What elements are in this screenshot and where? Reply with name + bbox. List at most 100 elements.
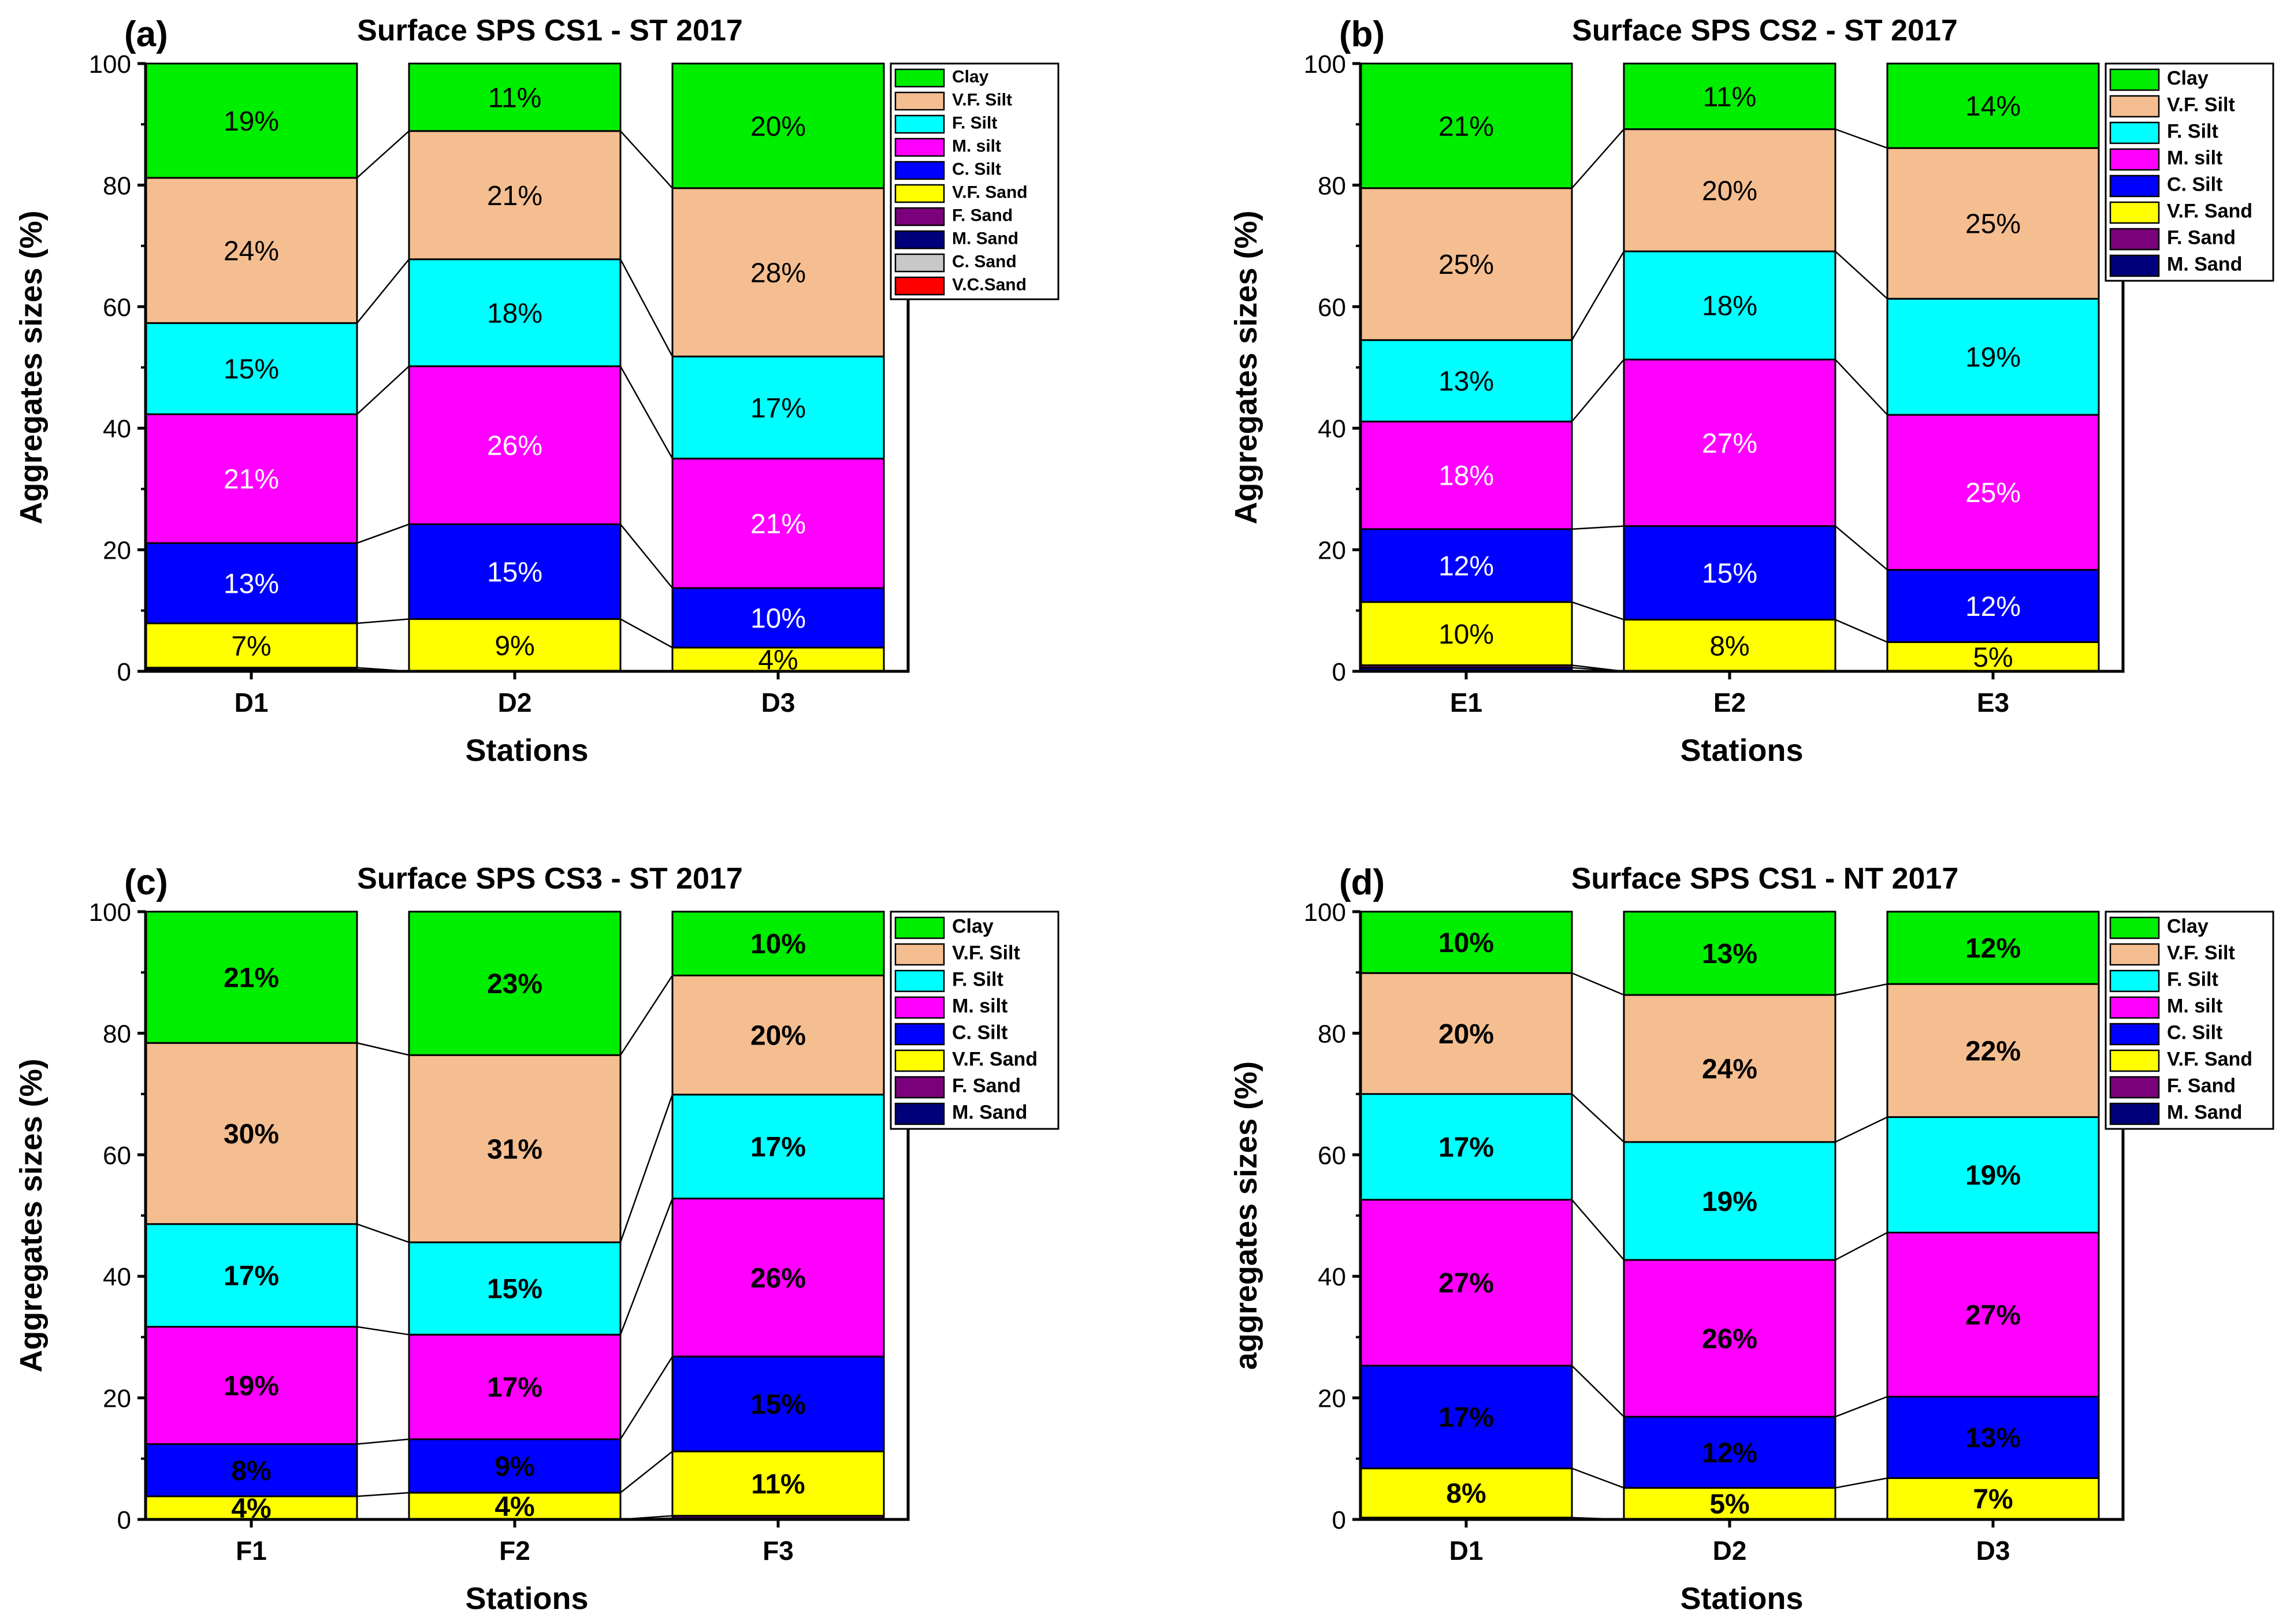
bar-segment-clay-d3 — [671, 62, 885, 189]
bar-segment-m-silt-d2 — [408, 365, 622, 525]
data-label: 31% — [487, 1134, 542, 1165]
legend-entry: F. Sand — [2167, 1075, 2236, 1097]
connector-line — [620, 618, 673, 649]
data-label: 21% — [224, 963, 279, 994]
bar-segment-v-f-silt-e2 — [1623, 128, 1836, 252]
bar-segment-c-silt-f2 — [408, 1438, 622, 1494]
legend-swatch — [894, 253, 945, 273]
legend-entry: V.F. Sand — [2167, 200, 2252, 222]
connector-line — [356, 1438, 410, 1445]
data-label: 8% — [1446, 1478, 1486, 1509]
data-label: 20% — [1438, 1019, 1494, 1050]
data-label: 17% — [1438, 1403, 1494, 1433]
data-label: 25% — [1965, 478, 2021, 508]
legend-entry: M. Sand — [952, 1101, 1027, 1123]
bar-segment-c-silt-e2 — [1623, 525, 1836, 621]
connector-line — [1571, 359, 1624, 422]
bar-segment-v-f-sand-d2 — [1623, 1487, 1836, 1521]
panel-label: (b) — [1339, 14, 1385, 54]
bar-segment-m-silt-d3 — [1886, 1231, 2100, 1398]
y-tick-label: 20 — [1318, 537, 1346, 565]
connector-line — [1571, 972, 1624, 996]
legend-swatch — [2109, 916, 2160, 939]
legend-entry: V.F. Sand — [952, 183, 1028, 202]
legend-entry: M. Sand — [952, 229, 1018, 248]
bar-segment-clay-d1 — [144, 62, 358, 179]
data-label: 15% — [487, 1274, 542, 1305]
data-label: 10% — [750, 603, 806, 634]
connector-line — [619, 259, 674, 357]
chart-panel-a: 19% 24% 15% 21% 13% 7% 11% 21% 18% 26% 15% 9% 20% 28%… — [14, 14, 1059, 768]
legend-entry: M. Sand — [2167, 1101, 2242, 1123]
data-label: 19% — [1965, 343, 2021, 373]
chart-title: Surface SPS CS1 - NT 2017 — [1571, 862, 1959, 895]
bar-segment-f-silt-e2 — [1623, 250, 1836, 361]
data-label: 22% — [1965, 1036, 2021, 1066]
legend-entry: F. Sand — [952, 206, 1013, 225]
y-tick-label: 20 — [1318, 1385, 1346, 1413]
y-tick-label: 0 — [117, 1506, 131, 1534]
legend-swatch — [2109, 969, 2160, 993]
panel-label: (d) — [1339, 863, 1385, 902]
bar-segment-m-silt-f2 — [408, 1333, 622, 1440]
chart-panel-d: 10% 20% 17% 27% 17% 8% 13% 24% 19% 26% 12% 5% 12% 22%… — [1229, 862, 2274, 1616]
x-tick-label: F2 — [499, 1536, 530, 1566]
data-label: 9% — [495, 1451, 534, 1482]
y-tick-label: 0 — [117, 658, 131, 686]
bar-segment-clay-d2 — [408, 62, 622, 132]
data-label: 27% — [1702, 428, 1757, 459]
bar-segment-m-silt-e2 — [1623, 358, 1836, 527]
legend-swatch — [2109, 95, 2160, 118]
connector-line — [1835, 619, 1888, 643]
legend-entry: F. Silt — [952, 968, 1003, 990]
data-label: 24% — [1702, 1054, 1757, 1084]
connector-line — [356, 258, 410, 324]
legend-swatch — [2109, 68, 2160, 91]
x-tick-label: D2 — [498, 687, 532, 718]
data-label: 28% — [750, 258, 806, 288]
y-tick-label: 40 — [1318, 1263, 1346, 1291]
data-label: 19% — [1702, 1187, 1757, 1217]
bar-segment-c-silt-d1 — [144, 542, 358, 625]
legend-swatch — [2109, 1102, 2160, 1125]
legend-entry: Clay — [952, 915, 994, 937]
x-axis-title: Stations — [1680, 1581, 1803, 1616]
y-tick-label: 100 — [89, 898, 131, 927]
bar-segment-clay-e1 — [1359, 62, 1573, 189]
data-label: 9% — [495, 631, 534, 662]
data-label: 19% — [1965, 1161, 2021, 1191]
bar-segment-f-silt-d3 — [671, 355, 885, 460]
chart-title: Surface SPS CS1 - ST 2017 — [357, 14, 743, 47]
connector-line — [620, 1451, 673, 1493]
legend-entry: M. silt — [952, 995, 1007, 1017]
bar-segment-m-silt-f3 — [671, 1198, 885, 1358]
x-tick-label: E3 — [1977, 687, 2009, 718]
legend-entry: F. Silt — [2167, 968, 2218, 990]
legend-entry: C. Sand — [952, 252, 1017, 271]
data-label: 13% — [1438, 366, 1494, 397]
data-label: 8% — [231, 1456, 271, 1487]
bar-segment-v-f-silt-f2 — [408, 1054, 622, 1243]
connector-line — [356, 523, 410, 544]
connector-line — [1571, 1093, 1624, 1143]
legend-swatch — [2109, 201, 2160, 224]
bar-segment-clay-d2 — [1623, 911, 1836, 996]
y-tick-label: 20 — [103, 537, 131, 565]
data-label: 12% — [1965, 592, 2021, 622]
connector-line — [356, 1223, 410, 1243]
data-label: 26% — [1702, 1324, 1757, 1355]
data-label: 17% — [1438, 1132, 1494, 1163]
y-tick-label: 0 — [1332, 1506, 1346, 1534]
data-label: 30% — [224, 1119, 279, 1150]
connector-line — [1571, 1467, 1624, 1489]
data-label: 5% — [1973, 642, 2013, 673]
connector-line — [1571, 601, 1624, 620]
data-label: 15% — [487, 557, 542, 588]
data-label: 11% — [751, 1469, 805, 1500]
chart-title: Surface SPS CS3 - ST 2017 — [357, 862, 743, 895]
bar-segment-c-silt-d3 — [1886, 1395, 2100, 1479]
connector-line — [619, 1094, 674, 1243]
legend-entry: F. Sand — [2167, 226, 2236, 248]
legend-swatch — [2109, 148, 2160, 171]
